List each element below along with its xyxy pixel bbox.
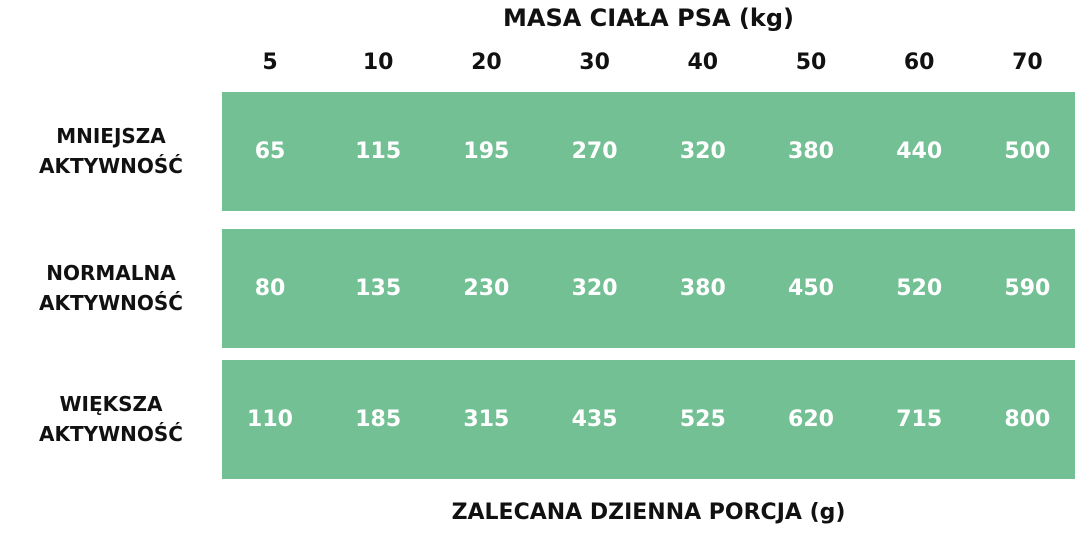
row-label-line: AKTYWNOŚĆ: [39, 291, 183, 315]
table-cell: 590: [1004, 276, 1051, 301]
column-header: 10: [362, 50, 394, 75]
table-row: [222, 229, 1075, 348]
table-cell: 80: [254, 276, 286, 301]
table-cell: 450: [788, 276, 834, 301]
table-cell: 195: [463, 139, 510, 164]
table-title: MASA CIAŁA PSA (kg): [502, 4, 794, 32]
row-label-line: AKTYWNOŚĆ: [39, 422, 183, 446]
table-cell: 800: [1004, 407, 1051, 432]
table-row: [222, 360, 1075, 479]
column-header: 60: [903, 50, 935, 75]
table-cell: 715: [896, 407, 943, 432]
row-label-line: NORMALNA: [46, 261, 176, 285]
table-cell: 380: [679, 276, 726, 301]
table-cell: 185: [355, 407, 402, 432]
table-cell: 320: [679, 139, 726, 164]
table-cell: 230: [463, 276, 510, 301]
table-cell: 135: [355, 276, 402, 301]
column-header: 40: [687, 50, 719, 75]
column-header: 5: [262, 50, 278, 75]
table-cell: 320: [571, 276, 618, 301]
row-label: NORMALNA AKTYWNOŚĆ: [0, 258, 222, 318]
table-cell: 110: [247, 407, 293, 432]
column-header: 30: [579, 50, 610, 75]
row-label-line: MNIEJSZA: [56, 124, 166, 148]
table-cell: 500: [1004, 139, 1051, 164]
column-header: 70: [1012, 50, 1043, 75]
table-cell: 115: [355, 139, 402, 164]
table-cell: 315: [463, 407, 510, 432]
column-header: 20: [471, 50, 502, 75]
table-cell: 620: [788, 407, 834, 432]
row-label: MNIEJSZA AKTYWNOŚĆ: [0, 121, 222, 181]
table-footer: ZALECANA DZIENNA PORCJA (g): [451, 500, 846, 525]
row-label-line: AKTYWNOŚĆ: [39, 154, 183, 178]
table-cell: 270: [571, 139, 618, 164]
table-cell: 520: [896, 276, 943, 301]
row-label: WIĘKSZA AKTYWNOŚĆ: [0, 389, 222, 449]
column-header: 50: [795, 50, 827, 75]
table-row: [222, 92, 1075, 211]
table-cell: 440: [896, 139, 943, 164]
table-cell: 65: [254, 139, 286, 164]
row-label-line: WIĘKSZA: [59, 392, 163, 416]
table-cell: 525: [679, 407, 726, 432]
table-cell: 380: [788, 139, 834, 164]
table-cell: 435: [571, 407, 618, 432]
